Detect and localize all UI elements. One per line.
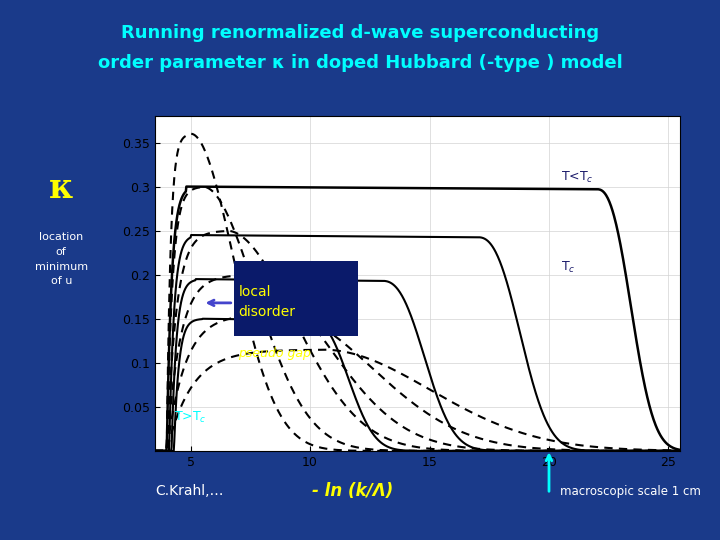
Text: local
disorder: local disorder [238, 285, 295, 319]
Text: κ: κ [49, 172, 73, 206]
Text: T<T$_c$: T<T$_c$ [561, 170, 593, 185]
Text: pseudo gap: pseudo gap [238, 347, 311, 360]
Text: order parameter κ in doped Hubbard (-type ) model: order parameter κ in doped Hubbard (-typ… [98, 54, 622, 72]
Text: - ln (k/Λ): - ln (k/Λ) [312, 482, 393, 501]
Text: T>T$_c$: T>T$_c$ [174, 410, 207, 425]
Text: location
of
minimum
of u: location of minimum of u [35, 232, 88, 286]
Text: macroscopic scale 1 cm: macroscopic scale 1 cm [560, 485, 701, 498]
Text: T$_c$: T$_c$ [561, 260, 575, 275]
FancyBboxPatch shape [233, 261, 358, 336]
Text: C.Krahl,…: C.Krahl,… [155, 484, 223, 498]
Text: Running renormalized d-wave superconducting: Running renormalized d-wave superconduct… [121, 24, 599, 42]
